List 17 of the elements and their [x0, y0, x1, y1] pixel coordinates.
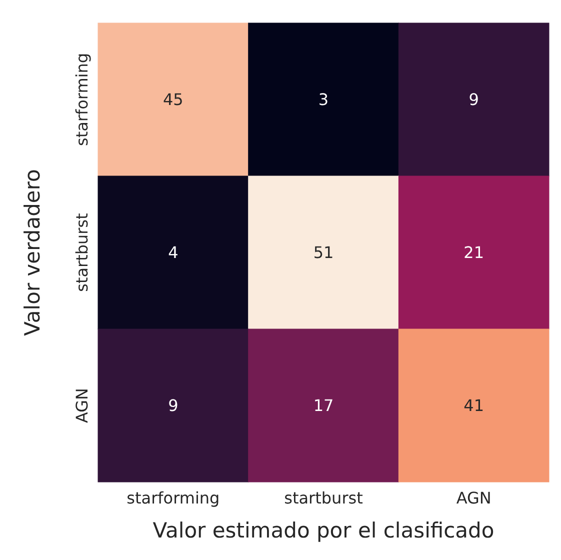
x-tick-label: startburst: [284, 488, 363, 508]
y-axis-title: Valor verdadero: [20, 169, 44, 336]
x-tick-label: AGN: [456, 488, 492, 508]
data-label: 9: [468, 90, 479, 109]
data-label: 3: [318, 90, 329, 109]
data-label: 41: [464, 396, 484, 415]
y-tick-label: startburst: [72, 213, 92, 292]
data-label: 4: [168, 243, 178, 262]
data-label: 9: [168, 396, 178, 415]
data-label: 17: [313, 396, 334, 415]
x-axis-title: Valor estimado por el clasificado: [152, 518, 494, 542]
y-tick-label: starforming: [72, 52, 92, 146]
y-tick-label: AGN: [72, 388, 92, 424]
data-label: 45: [162, 90, 184, 109]
data-label: 51: [313, 243, 334, 262]
data-label: 21: [464, 243, 484, 262]
x-tick-label: starforming: [126, 488, 220, 508]
